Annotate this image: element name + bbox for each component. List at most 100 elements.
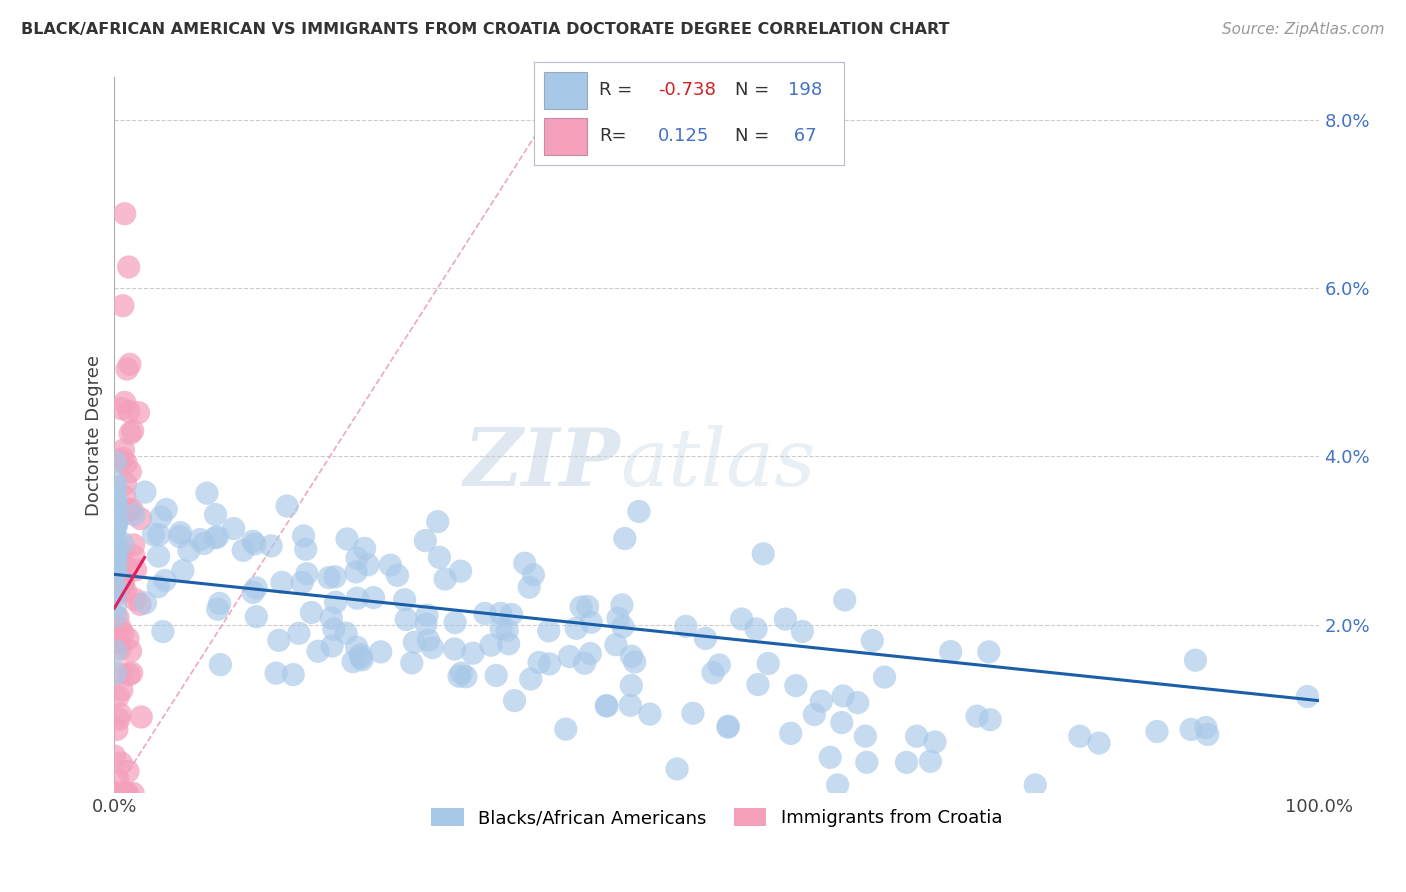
Point xyxy=(104,475,127,490)
Point xyxy=(121,424,143,438)
Point xyxy=(110,566,132,580)
Point xyxy=(128,406,150,420)
Point xyxy=(120,426,142,441)
Point xyxy=(129,511,152,525)
Point xyxy=(283,667,305,681)
Point xyxy=(519,672,541,686)
Point xyxy=(447,669,470,683)
Point xyxy=(344,565,367,579)
Point xyxy=(267,633,290,648)
Point xyxy=(124,592,146,607)
Point xyxy=(209,657,232,672)
Point xyxy=(498,637,520,651)
Point xyxy=(855,756,877,770)
Point xyxy=(554,722,576,736)
Point xyxy=(792,624,814,639)
Point xyxy=(149,510,172,524)
Point xyxy=(730,612,752,626)
Point xyxy=(208,596,231,610)
Point xyxy=(323,570,346,584)
Point xyxy=(426,515,449,529)
Point xyxy=(122,538,145,552)
Point xyxy=(107,772,129,787)
Point xyxy=(394,592,416,607)
Point xyxy=(104,480,127,494)
Point xyxy=(104,608,127,623)
Point xyxy=(207,602,229,616)
Point xyxy=(307,644,329,658)
Point xyxy=(104,564,127,578)
Point xyxy=(104,555,127,569)
Point xyxy=(370,645,392,659)
Point xyxy=(117,502,139,516)
Point xyxy=(271,575,294,590)
Point xyxy=(104,552,127,566)
Text: atlas: atlas xyxy=(620,425,815,503)
Point xyxy=(245,581,267,595)
Point xyxy=(461,646,484,660)
Point xyxy=(121,666,143,681)
Point xyxy=(142,527,165,541)
Point xyxy=(873,670,896,684)
Point xyxy=(114,395,136,409)
Point xyxy=(416,608,439,623)
Point xyxy=(111,665,134,680)
Point xyxy=(1088,736,1111,750)
Point xyxy=(834,593,856,607)
Point xyxy=(832,689,855,703)
Point xyxy=(321,611,343,625)
Point xyxy=(104,599,127,613)
Point xyxy=(387,568,409,582)
Point xyxy=(242,585,264,599)
Point xyxy=(569,599,592,614)
Point xyxy=(717,719,740,733)
Text: R =: R = xyxy=(599,81,633,99)
Point xyxy=(579,647,602,661)
Point xyxy=(134,596,156,610)
Point xyxy=(108,706,131,721)
Point xyxy=(111,683,134,698)
Point xyxy=(129,710,152,724)
Point xyxy=(350,650,373,665)
Point xyxy=(104,585,127,599)
Point xyxy=(1195,721,1218,735)
Point xyxy=(104,557,127,571)
Point xyxy=(485,668,508,682)
Point xyxy=(114,476,136,491)
Point xyxy=(489,622,512,636)
Point xyxy=(115,786,138,800)
Point xyxy=(243,537,266,551)
Point xyxy=(110,621,132,635)
Point xyxy=(117,764,139,779)
Point xyxy=(292,529,315,543)
Point xyxy=(503,693,526,707)
Point xyxy=(299,606,322,620)
Point xyxy=(613,532,636,546)
Point xyxy=(222,522,245,536)
Point xyxy=(245,609,267,624)
Legend: Blacks/African Americans, Immigrants from Croatia: Blacks/African Americans, Immigrants fro… xyxy=(425,801,1010,834)
Point xyxy=(193,536,215,550)
Point xyxy=(105,723,128,737)
Point xyxy=(108,586,131,600)
Point xyxy=(114,207,136,221)
Point xyxy=(322,622,344,636)
Point xyxy=(118,260,141,274)
Point xyxy=(121,502,143,516)
Point xyxy=(110,567,132,582)
Point xyxy=(1296,690,1319,704)
Point xyxy=(695,632,717,646)
Point xyxy=(404,635,426,649)
Point xyxy=(620,678,643,692)
Point xyxy=(115,456,138,470)
Bar xyxy=(544,118,586,155)
Point xyxy=(104,504,127,518)
Point xyxy=(242,534,264,549)
Point xyxy=(363,591,385,605)
Point xyxy=(122,508,145,522)
Point xyxy=(148,549,170,564)
Point xyxy=(454,670,477,684)
Point xyxy=(108,712,131,726)
Point xyxy=(905,729,928,743)
Point xyxy=(1180,723,1202,737)
